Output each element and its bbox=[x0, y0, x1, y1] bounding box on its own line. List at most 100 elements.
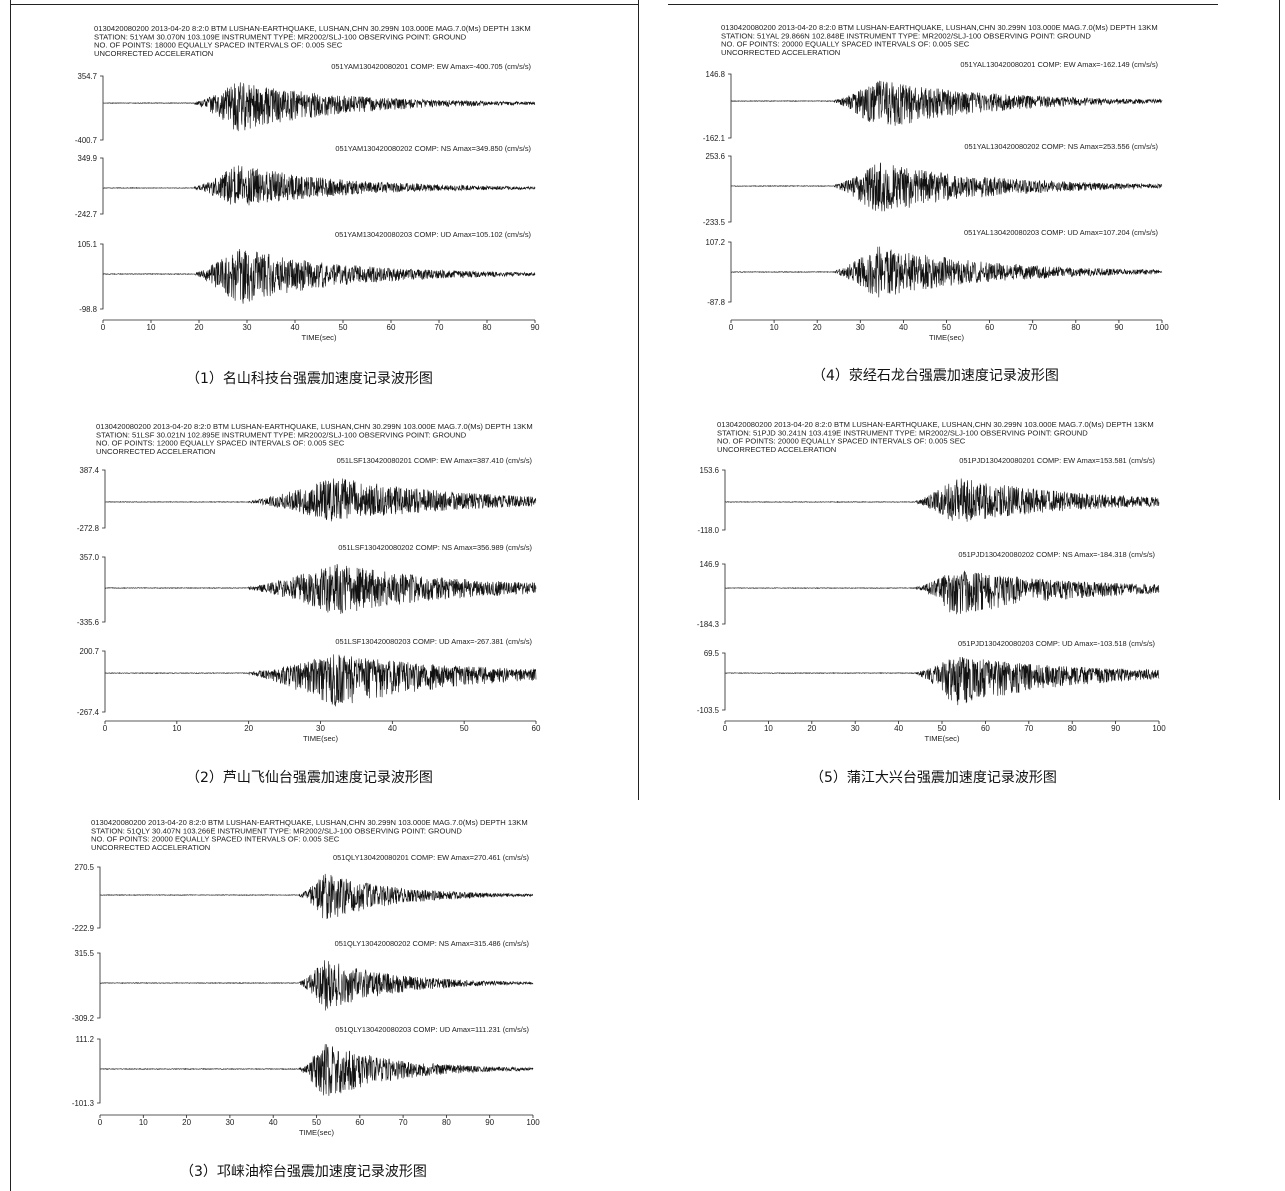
axis-tick-label: 100 bbox=[1155, 323, 1169, 332]
axis-label: TIME(sec) bbox=[929, 333, 964, 342]
trace-ymax: 387.4 bbox=[79, 466, 99, 475]
trace-ymin: -272.8 bbox=[77, 524, 99, 533]
trace-bracket bbox=[102, 556, 106, 623]
figure-header-line: NO. OF POINTS: 20000 EQUALLY SPACED INTE… bbox=[717, 437, 966, 446]
trace-ymin: -222.9 bbox=[72, 924, 94, 933]
figure-4: 0130420080200 2013-04-20 8:2:0 BTM LUSHA… bbox=[697, 420, 1166, 743]
figure-header-line: NO. OF POINTS: 12000 EQUALLY SPACED INTE… bbox=[96, 439, 345, 448]
figure-1: 0130420080200 2013-04-20 8:2:0 BTM LUSHA… bbox=[75, 24, 540, 342]
trace-ymax: 153.6 bbox=[699, 466, 719, 475]
trace-ymin: -118.0 bbox=[697, 526, 719, 535]
axis-tick-label: 60 bbox=[532, 724, 541, 733]
axis-tick-label: 60 bbox=[981, 724, 990, 733]
figure-header-line: 0130420080200 2013-04-20 8:2:0 BTM LUSHA… bbox=[96, 422, 533, 431]
trace-bracket bbox=[102, 469, 106, 529]
axis-tick-label: 80 bbox=[1068, 724, 1077, 733]
axis-tick-label: 70 bbox=[1028, 323, 1037, 332]
axis-tick-label: 20 bbox=[807, 724, 816, 733]
trace-label: 051QLY130420080203 COMP: UD Amax=111.231… bbox=[335, 1025, 529, 1034]
trace-ymin: -98.8 bbox=[79, 305, 97, 314]
right-border bbox=[1279, 0, 1280, 800]
waveform-trace bbox=[724, 570, 1160, 615]
trace-ymax: 270.5 bbox=[74, 863, 94, 872]
waveform-trace bbox=[730, 246, 1163, 298]
trace-ymax: 111.2 bbox=[76, 1035, 94, 1044]
trace-ymax: 69.5 bbox=[704, 649, 720, 658]
figure-header-line: NO. OF POINTS: 20000 EQUALLY SPACED INTE… bbox=[721, 40, 970, 49]
figure-header-line: STATION: 51QLY 30.407N 103.266E INSTRUME… bbox=[91, 826, 462, 835]
trace-label: 051LSF130420080202 COMP: NS Amax=356.989… bbox=[338, 543, 532, 552]
axis-tick-label: 90 bbox=[485, 1118, 494, 1127]
trace-ymin: -233.5 bbox=[703, 218, 726, 227]
trace-ymin: -101.3 bbox=[72, 1099, 94, 1108]
figure-5: 0130420080200 2013-04-20 8:2:0 BTM LUSHA… bbox=[72, 818, 540, 1137]
trace-label: 051PJD130420080202 COMP: NS Amax=-184.31… bbox=[958, 550, 1155, 559]
figure-header-line: UNCORRECTED ACCELERATION bbox=[94, 49, 213, 58]
trace-bracket bbox=[97, 952, 101, 1019]
waveform-trace bbox=[104, 654, 537, 707]
axis-tick-label: 0 bbox=[101, 323, 106, 332]
trace-label: 051YAL130420080201 COMP: EW Amax=-162.14… bbox=[960, 60, 1158, 69]
axis-tick-label: 30 bbox=[243, 323, 252, 332]
axis-tick-label: 100 bbox=[526, 1118, 540, 1127]
figure-header-line: NO. OF POINTS: 20000 EQUALLY SPACED INTE… bbox=[91, 835, 340, 844]
waveform-trace bbox=[104, 478, 537, 522]
trace-bracket bbox=[100, 243, 104, 310]
trace-ymin: -400.7 bbox=[75, 136, 97, 145]
figure-header-line: NO. OF POINTS: 18000 EQUALLY SPACED INTE… bbox=[94, 41, 343, 50]
axis-tick-label: 30 bbox=[851, 724, 860, 733]
trace-label: 051PJD130420080201 COMP: EW Amax=153.581… bbox=[959, 456, 1155, 465]
axis-tick-label: 70 bbox=[435, 323, 444, 332]
trace-label: 051LSF130420080203 COMP: UD Amax=-267.38… bbox=[335, 637, 532, 646]
trace-label: 051YAL130420080203 COMP: UD Amax=107.204… bbox=[964, 228, 1158, 237]
trace-ymax: 200.7 bbox=[79, 647, 99, 656]
axis-tick-label: 70 bbox=[1024, 724, 1033, 733]
figure-header-line: 0130420080200 2013-04-20 8:2:0 BTM LUSHA… bbox=[94, 24, 531, 33]
waveform-trace bbox=[102, 165, 536, 206]
axis-tick-label: 20 bbox=[244, 724, 253, 733]
trace-label: 051PJD130420080203 COMP: UD Amax=-103.51… bbox=[958, 639, 1155, 648]
axis-label: TIME(sec) bbox=[299, 1128, 334, 1137]
top-border-left bbox=[10, 4, 638, 5]
axis-tick-label: 100 bbox=[1152, 724, 1166, 733]
axis-tick-label: 30 bbox=[856, 323, 865, 332]
axis-tick-label: 50 bbox=[460, 724, 469, 733]
figure-header-line: STATION: 51PJD 30.241N 103.419E INSTRUME… bbox=[717, 428, 1088, 437]
trace-ymin: -87.8 bbox=[707, 298, 725, 307]
axis-tick-label: 50 bbox=[339, 323, 348, 332]
trace-ymax: 146.8 bbox=[705, 70, 725, 79]
figure-header-line: UNCORRECTED ACCELERATION bbox=[717, 445, 836, 454]
axis-tick-label: 40 bbox=[291, 323, 300, 332]
caption-1: （1）名山科技台强震加速度记录波形图 bbox=[186, 371, 433, 387]
waveform-trace bbox=[102, 248, 536, 304]
trace-ymax: 357.0 bbox=[79, 553, 99, 562]
axis-tick-label: 50 bbox=[942, 323, 951, 332]
figure-header-line: STATION: 51YAL 29.866N 102.848E INSTRUME… bbox=[721, 31, 1091, 40]
axis-tick-label: 90 bbox=[531, 323, 540, 332]
axis-tick-label: 70 bbox=[399, 1118, 408, 1127]
axis-tick-label: 50 bbox=[938, 724, 947, 733]
caption-2: （2）芦山飞仙台强震加速度记录波形图 bbox=[186, 770, 433, 786]
figure-header-line: UNCORRECTED ACCELERATION bbox=[721, 48, 840, 57]
trace-label: 051LSF130420080201 COMP: EW Amax=387.410… bbox=[337, 456, 532, 465]
axis-label: TIME(sec) bbox=[303, 734, 338, 743]
figure-header-line: 0130420080200 2013-04-20 8:2:0 BTM LUSHA… bbox=[721, 23, 1158, 32]
axis-tick-label: 80 bbox=[1071, 323, 1080, 332]
axis-tick-label: 40 bbox=[894, 724, 903, 733]
trace-ymin: -267.4 bbox=[77, 708, 100, 717]
trace-bracket bbox=[728, 155, 732, 223]
axis-tick-label: 90 bbox=[1111, 724, 1120, 733]
axis-label: TIME(sec) bbox=[301, 333, 336, 342]
figure-header-line: 0130420080200 2013-04-20 8:2:0 BTM LUSHA… bbox=[91, 818, 528, 827]
axis-tick-label: 10 bbox=[139, 1118, 148, 1127]
axis-tick-label: 0 bbox=[729, 323, 734, 332]
top-border-right bbox=[668, 4, 1218, 5]
figure-3: 0130420080200 2013-04-20 8:2:0 BTM LUSHA… bbox=[77, 422, 541, 743]
axis-tick-label: 0 bbox=[723, 724, 728, 733]
trace-ymin: -103.5 bbox=[697, 706, 720, 715]
figure-2: 0130420080200 2013-04-20 8:2:0 BTM LUSHA… bbox=[703, 23, 1169, 342]
waveform-trace bbox=[102, 82, 536, 132]
axis-tick-label: 20 bbox=[813, 323, 822, 332]
trace-ymax: 105.1 bbox=[77, 240, 97, 249]
